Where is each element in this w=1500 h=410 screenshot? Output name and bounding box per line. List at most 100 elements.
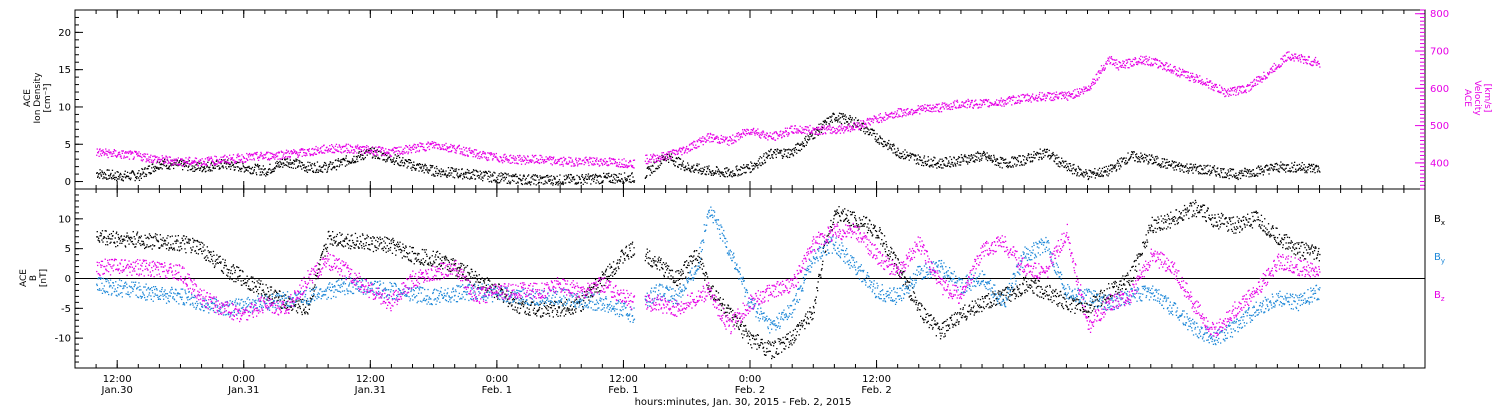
data-point bbox=[837, 130, 839, 132]
data-point bbox=[994, 103, 996, 105]
data-point bbox=[412, 148, 414, 150]
data-point bbox=[616, 162, 618, 164]
data-point bbox=[983, 99, 985, 101]
data-point bbox=[410, 161, 413, 164]
data-point bbox=[574, 164, 576, 166]
data-point bbox=[784, 131, 786, 133]
data-point bbox=[1011, 104, 1013, 106]
data-point bbox=[696, 165, 699, 167]
data-point bbox=[293, 151, 295, 153]
data-point bbox=[437, 173, 440, 175]
data-point bbox=[327, 151, 329, 153]
data-point bbox=[737, 175, 739, 177]
data-point bbox=[676, 157, 678, 159]
data-point bbox=[408, 162, 410, 164]
data-point bbox=[1198, 79, 1200, 82]
data-point bbox=[868, 123, 871, 125]
data-point bbox=[876, 133, 878, 135]
data-point bbox=[362, 158, 365, 161]
data-point bbox=[201, 165, 203, 168]
data-point bbox=[970, 158, 972, 160]
data-point bbox=[647, 166, 649, 168]
data-point bbox=[611, 181, 613, 183]
data-point bbox=[881, 117, 883, 119]
data-point bbox=[1190, 163, 1192, 165]
data-point bbox=[386, 154, 388, 157]
data-point bbox=[784, 127, 787, 129]
data-point bbox=[913, 112, 915, 114]
data-point bbox=[154, 155, 156, 157]
data-point bbox=[949, 165, 951, 168]
data-point bbox=[1112, 168, 1114, 170]
data-point bbox=[526, 183, 528, 185]
data-point bbox=[488, 181, 490, 183]
data-point bbox=[609, 180, 611, 182]
data-point bbox=[503, 154, 505, 156]
data-point bbox=[1245, 170, 1247, 172]
data-point bbox=[382, 147, 384, 149]
data-point bbox=[499, 175, 501, 177]
data-point bbox=[517, 155, 519, 157]
data-point bbox=[445, 149, 448, 151]
data-point bbox=[251, 166, 254, 169]
data-point bbox=[657, 157, 659, 159]
data-point bbox=[190, 162, 192, 164]
data-point bbox=[1118, 162, 1120, 165]
data-point bbox=[414, 144, 416, 146]
data-point bbox=[1249, 173, 1251, 175]
data-point bbox=[1040, 156, 1042, 158]
data-point bbox=[465, 147, 468, 149]
data-point bbox=[1202, 172, 1205, 175]
data-point bbox=[668, 161, 670, 163]
data-point bbox=[1064, 91, 1066, 93]
data-point bbox=[410, 149, 412, 152]
data-point bbox=[1045, 97, 1048, 99]
data-point bbox=[185, 157, 187, 159]
data-point bbox=[867, 128, 869, 130]
data-point bbox=[647, 163, 649, 165]
data-point bbox=[547, 157, 549, 159]
data-point bbox=[853, 121, 855, 124]
data-point bbox=[1106, 63, 1108, 65]
data-point bbox=[500, 157, 502, 159]
data-point bbox=[755, 132, 757, 134]
data-point bbox=[1210, 172, 1212, 174]
data-point bbox=[1201, 78, 1203, 81]
data-point bbox=[852, 125, 854, 127]
data-point bbox=[196, 162, 198, 165]
data-point bbox=[1191, 75, 1193, 77]
data-point bbox=[210, 156, 212, 158]
data-point bbox=[580, 181, 582, 184]
data-point bbox=[1070, 96, 1072, 98]
data-point bbox=[613, 173, 615, 175]
data-point bbox=[612, 182, 614, 184]
data-point bbox=[1182, 68, 1184, 71]
data-point bbox=[174, 164, 176, 166]
data-point bbox=[211, 164, 214, 167]
data-point bbox=[857, 126, 859, 128]
data-point bbox=[928, 110, 930, 112]
data-point bbox=[352, 162, 355, 164]
data-point bbox=[109, 175, 111, 177]
data-point bbox=[1125, 59, 1127, 61]
data-point bbox=[126, 156, 128, 158]
data-point bbox=[471, 151, 473, 153]
data-point bbox=[419, 146, 422, 148]
data-point bbox=[1229, 174, 1231, 176]
data-point bbox=[501, 175, 503, 177]
data-point bbox=[353, 160, 356, 163]
data-point bbox=[164, 160, 166, 162]
data-point bbox=[154, 170, 157, 172]
data-point bbox=[882, 143, 884, 145]
left-tick-label: 20 bbox=[58, 28, 71, 39]
data-point bbox=[101, 152, 104, 154]
data-point bbox=[404, 147, 406, 149]
data-point bbox=[96, 172, 98, 174]
data-point bbox=[360, 150, 363, 152]
data-point bbox=[373, 147, 375, 149]
data-point bbox=[1016, 100, 1019, 102]
data-point bbox=[286, 161, 288, 163]
data-point bbox=[367, 148, 369, 151]
data-point bbox=[728, 139, 730, 141]
data-point bbox=[806, 142, 808, 144]
